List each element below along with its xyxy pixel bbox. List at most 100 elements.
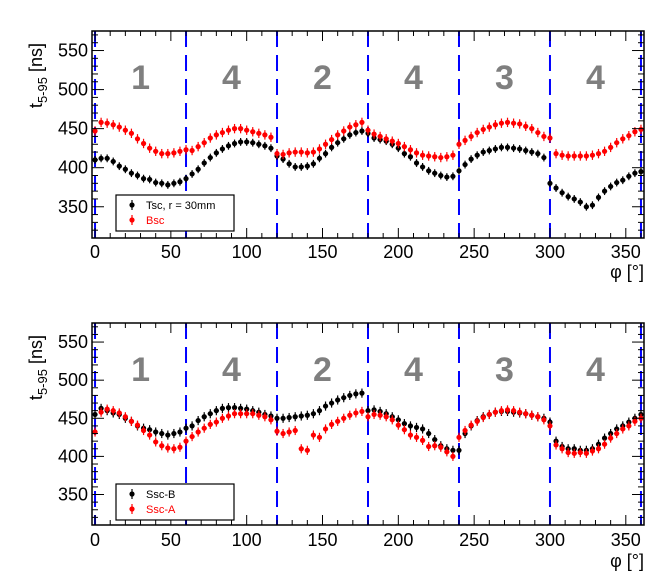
data-point xyxy=(316,146,323,152)
data-point xyxy=(632,418,638,424)
data-point xyxy=(401,421,407,427)
data-point xyxy=(389,138,395,144)
data-point xyxy=(134,136,141,142)
data-point xyxy=(480,414,486,421)
data-point xyxy=(110,158,116,165)
data-point xyxy=(474,152,480,158)
data-point xyxy=(292,149,298,155)
data-point xyxy=(98,409,104,415)
data-point xyxy=(492,146,498,152)
data-point xyxy=(189,423,195,429)
data-point xyxy=(620,136,626,142)
legend-entry-label: Ssc-A xyxy=(146,504,176,516)
x-tick-label: 150 xyxy=(307,242,337,262)
data-point xyxy=(547,423,553,429)
y-tick-label: 550 xyxy=(58,41,88,61)
y-axis-label: t5-95 [ns] xyxy=(26,43,50,108)
data-point xyxy=(231,405,238,411)
data-point xyxy=(104,155,110,161)
data-point xyxy=(583,450,589,456)
data-point xyxy=(134,422,141,428)
data-point xyxy=(286,161,292,167)
region-label: 4 xyxy=(222,351,241,389)
data-point xyxy=(159,443,165,449)
data-point xyxy=(583,204,589,210)
data-point xyxy=(426,443,432,450)
data-point xyxy=(456,141,462,147)
data-point xyxy=(529,149,535,155)
data-point xyxy=(140,427,147,434)
data-point xyxy=(632,170,638,176)
data-point xyxy=(359,128,365,134)
legend-box xyxy=(115,194,235,232)
data-point xyxy=(195,417,201,424)
data-point xyxy=(225,405,232,411)
data-point xyxy=(213,408,219,414)
data-point xyxy=(147,145,153,151)
region-label: 3 xyxy=(495,59,514,97)
data-point xyxy=(98,155,104,161)
data-point xyxy=(510,145,517,151)
data-point xyxy=(468,156,474,162)
data-point xyxy=(177,444,183,450)
data-point xyxy=(365,414,371,420)
data-point xyxy=(535,129,541,136)
data-point xyxy=(480,126,486,133)
x-tick-label: 350 xyxy=(611,530,641,550)
data-point xyxy=(510,120,517,126)
data-point xyxy=(316,408,323,414)
data-point xyxy=(395,422,401,428)
legend-marker xyxy=(129,491,135,497)
data-point xyxy=(256,141,262,147)
data-point xyxy=(280,430,286,437)
data-point xyxy=(92,411,98,418)
data-point xyxy=(432,443,438,449)
data-point xyxy=(462,427,468,434)
data-point xyxy=(504,144,511,150)
data-point xyxy=(201,425,207,431)
data-point xyxy=(310,149,317,155)
data-point xyxy=(419,164,426,170)
data-point xyxy=(395,417,401,423)
data-point xyxy=(359,119,365,125)
data-point xyxy=(347,412,353,418)
data-point xyxy=(444,449,450,455)
data-point xyxy=(371,131,377,137)
data-point xyxy=(559,190,565,196)
data-point xyxy=(195,144,201,150)
data-point xyxy=(523,147,529,154)
data-point xyxy=(134,172,141,179)
data-point xyxy=(244,411,250,417)
data-point xyxy=(474,129,480,136)
legend: Tsc, r = 30mm Bsc xyxy=(115,194,235,232)
data-point xyxy=(213,150,219,156)
data-point xyxy=(292,164,298,170)
data-point xyxy=(256,412,262,418)
data-point xyxy=(147,427,153,433)
data-point xyxy=(614,140,620,146)
data-point xyxy=(341,128,347,134)
data-point xyxy=(510,408,517,414)
data-point xyxy=(371,411,377,418)
x-tick-label: 350 xyxy=(611,242,641,262)
data-point xyxy=(207,411,213,417)
data-point xyxy=(219,146,226,152)
data-point xyxy=(219,415,226,421)
data-point xyxy=(426,153,432,159)
data-point xyxy=(608,183,614,190)
data-point xyxy=(517,146,523,152)
data-point xyxy=(165,182,171,188)
data-point xyxy=(310,411,317,417)
data-point xyxy=(486,147,492,154)
data-point xyxy=(389,417,395,423)
data-point xyxy=(201,414,207,420)
data-point xyxy=(462,137,468,143)
data-point xyxy=(559,446,565,452)
data-point xyxy=(183,147,189,153)
data-point xyxy=(153,429,159,435)
data-point xyxy=(322,426,329,432)
data-point xyxy=(98,119,104,125)
data-point xyxy=(341,395,347,401)
data-point xyxy=(553,151,559,157)
data-point xyxy=(395,140,401,147)
